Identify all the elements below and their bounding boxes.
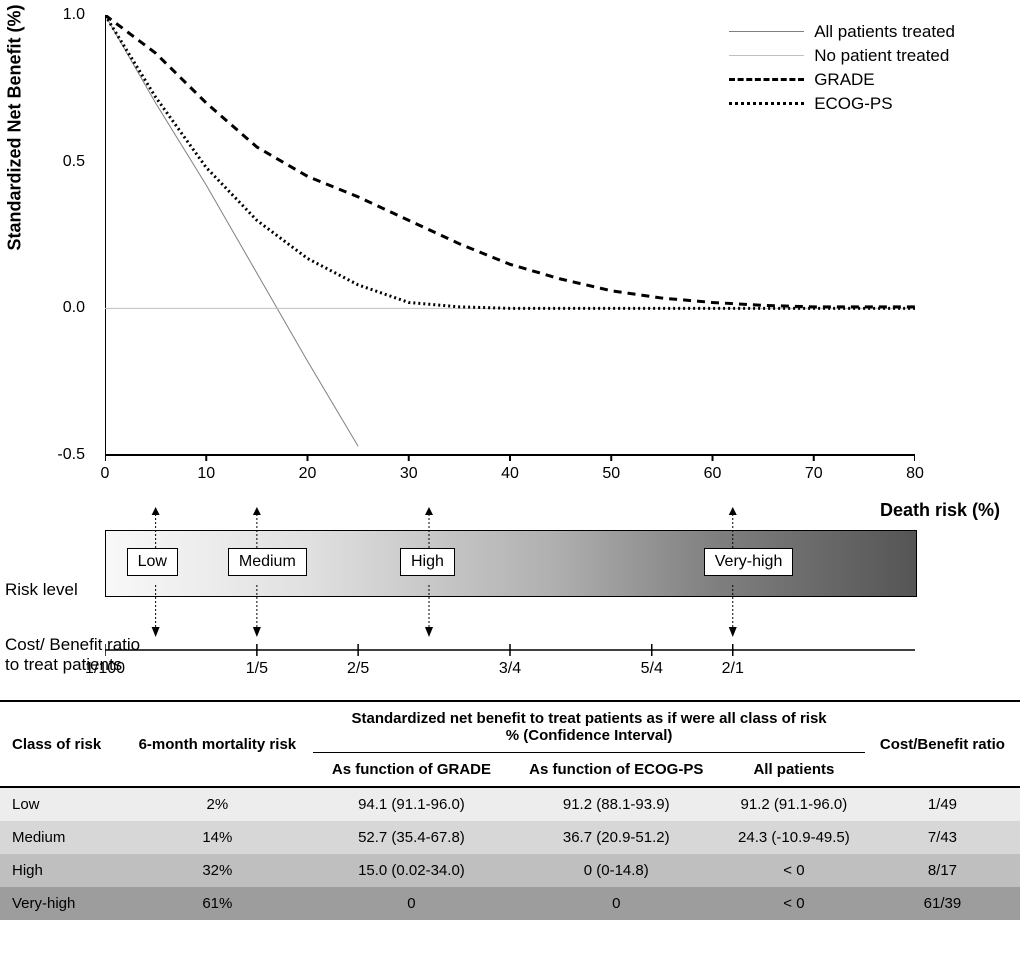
x-tick-label: 0: [90, 465, 120, 483]
cell-mortality: 14%: [121, 821, 313, 854]
table-row: High 32% 15.0 (0.02-34.0) 0 (0-14.8) < 0…: [0, 854, 1020, 887]
cell-ecog: 36.7 (20.9-51.2): [510, 821, 723, 854]
cell-risk: Medium: [0, 821, 121, 854]
col-mortality: 6-month mortality risk: [121, 701, 313, 787]
col-snb-all: All patients: [723, 753, 865, 788]
chart-legend: All patients treated No patient treated …: [729, 20, 955, 116]
col-snb-grade: As function of GRADE: [313, 753, 509, 788]
col-snb-ecog: As function of ECOG-PS: [510, 753, 723, 788]
x-tick-label: 60: [698, 465, 728, 483]
cell-risk: High: [0, 854, 121, 887]
cell-grade: 52.7 (35.4-67.8): [313, 821, 509, 854]
x-tick-label: 80: [900, 465, 930, 483]
cell-all: < 0: [723, 887, 865, 920]
cell-mortality: 32%: [121, 854, 313, 887]
risk-level-label: Risk level: [5, 580, 78, 600]
x-tick-label: 20: [293, 465, 323, 483]
cell-ecog: 0: [510, 887, 723, 920]
cell-ecog: 91.2 (88.1-93.9): [510, 787, 723, 821]
y-axis-label: Standardized Net Benefit (%): [5, 4, 26, 250]
cell-cb: 61/39: [865, 887, 1020, 920]
cost-benefit-tick-label: 1/5: [232, 660, 282, 678]
cost-benefit-tick-label: 5/4: [627, 660, 677, 678]
table-row: Low 2% 94.1 (91.1-96.0) 91.2 (88.1-93.9)…: [0, 787, 1020, 821]
table-row: Medium 14% 52.7 (35.4-67.8) 36.7 (20.9-5…: [0, 821, 1020, 854]
col-cb-ratio: Cost/Benefit ratio: [865, 701, 1020, 787]
cell-mortality: 61%: [121, 887, 313, 920]
cost-benefit-tick-label: 3/4: [485, 660, 535, 678]
col-class-of-risk: Class of risk: [0, 701, 121, 787]
col-snb: Standardized net benefit to treat patien…: [313, 701, 865, 753]
cell-all: 91.2 (91.1-96.0): [723, 787, 865, 821]
y-tick-label: 0.5: [35, 153, 85, 171]
cell-all: < 0: [723, 854, 865, 887]
risk-arrows: [105, 505, 915, 640]
x-tick-label: 10: [191, 465, 221, 483]
x-tick-label: 70: [799, 465, 829, 483]
cell-ecog: 0 (0-14.8): [510, 854, 723, 887]
cell-mortality: 2%: [121, 787, 313, 821]
legend-none-treated: No patient treated: [814, 46, 949, 66]
legend-grade: GRADE: [814, 70, 874, 90]
table-row: Very-high 61% 0 0 < 0 61/39: [0, 887, 1020, 920]
cell-grade: 15.0 (0.02-34.0): [313, 854, 509, 887]
cost-benefit-tick-label: 2/1: [708, 660, 758, 678]
y-tick-label: -0.5: [35, 446, 85, 464]
cell-cb: 7/43: [865, 821, 1020, 854]
cell-grade: 0: [313, 887, 509, 920]
cell-cb: 1/49: [865, 787, 1020, 821]
cell-grade: 94.1 (91.1-96.0): [313, 787, 509, 821]
x-tick-label: 50: [596, 465, 626, 483]
cost-benefit-tick-label: 1/100: [80, 660, 130, 678]
x-tick-label: 30: [394, 465, 424, 483]
legend-all-treated: All patients treated: [814, 22, 955, 42]
results-table: Class of risk 6-month mortality risk Sta…: [0, 700, 1020, 920]
y-tick-label: 0.0: [35, 299, 85, 317]
cell-cb: 8/17: [865, 854, 1020, 887]
cell-all: 24.3 (-10.9-49.5): [723, 821, 865, 854]
cell-risk: Low: [0, 787, 121, 821]
y-tick-label: 1.0: [35, 6, 85, 24]
legend-ecog: ECOG-PS: [814, 94, 892, 114]
cost-benefit-tick-label: 2/5: [333, 660, 383, 678]
cell-risk: Very-high: [0, 887, 121, 920]
x-tick-label: 40: [495, 465, 525, 483]
